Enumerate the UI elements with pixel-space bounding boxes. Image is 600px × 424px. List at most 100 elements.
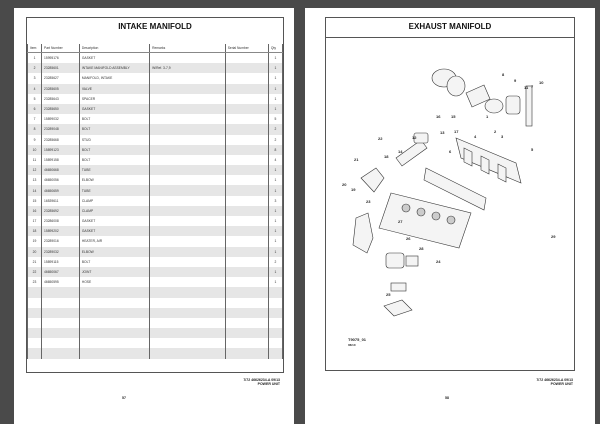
- left-page: INTAKE MANIFOLD Item Part Number Descrip…: [14, 8, 294, 424]
- cell-part: [41, 338, 80, 349]
- col-qty: Qty: [267, 44, 284, 53]
- cell-qty: 8: [267, 144, 284, 155]
- page-number: 57: [122, 396, 126, 400]
- cell-qty: 2: [267, 256, 284, 267]
- cell-part: 23285605: [41, 83, 80, 94]
- diagram-ref-date: 06/10: [348, 343, 356, 347]
- table-row: 1 15995176 GASKET 1: [26, 52, 284, 64]
- cell-item: 8: [26, 124, 43, 135]
- table-row: 11 15899158 BOLT 4: [26, 154, 284, 166]
- page-number: 58: [445, 396, 449, 400]
- col-remarks: Remarks: [149, 44, 226, 53]
- cell-qty: 1: [267, 246, 284, 257]
- table-row: 19 23289016 HEATER, AIR 1: [26, 236, 284, 247]
- table-row: 7 15899032 BOLT 5: [26, 114, 284, 125]
- table-row: 16 23285692 CLAMP 1: [26, 205, 284, 216]
- cell-item: 10: [26, 144, 43, 155]
- footer: 7/72 46626234-A 09/13 POWER UNIT: [536, 378, 573, 386]
- cell-item: 22: [26, 266, 43, 278]
- cell-part: 23285650: [41, 103, 80, 115]
- cell-item: [26, 348, 43, 359]
- cell-serial: [224, 185, 269, 196]
- cell-part: 23285692: [41, 205, 80, 216]
- cell-remarks: [149, 124, 226, 135]
- cell-remarks: W/Ref. 3-7,9: [149, 63, 226, 74]
- table-row: 20 23289032 ELBOW 1: [26, 246, 284, 257]
- cell-item: 14: [26, 185, 43, 196]
- cell-desc: [78, 317, 151, 329]
- table-row: [26, 348, 284, 359]
- cell-remarks: [149, 328, 226, 339]
- cell-remarks: [149, 338, 226, 349]
- cell-item: 11: [26, 154, 43, 166]
- cell-remarks: [149, 236, 226, 247]
- callout-label: 20: [342, 182, 347, 187]
- cell-qty: 1: [267, 216, 284, 227]
- cell-qty: 3: [267, 195, 284, 206]
- table-row: 17 23286008 GASKET 1: [26, 216, 284, 227]
- cell-qty: 1: [267, 185, 284, 196]
- callout-label: 29: [551, 234, 556, 239]
- callout-label: 7: [531, 84, 534, 89]
- cell-item: 18: [26, 226, 43, 237]
- cell-desc: [78, 338, 151, 349]
- cell-part: 23285627: [41, 73, 80, 84]
- cell-serial: [224, 83, 269, 94]
- cell-item: 21: [26, 256, 43, 267]
- table-row: 18 15899202 GASKET 1: [26, 226, 284, 237]
- cell-item: 1: [26, 52, 43, 64]
- callout-label: 26: [406, 236, 411, 241]
- footer-doc-ref: 7/72 46626234-A 09/13: [243, 378, 280, 382]
- cell-remarks: [149, 144, 226, 155]
- table-row: [26, 287, 284, 298]
- cell-serial: [224, 103, 269, 115]
- cell-serial: [224, 205, 269, 216]
- cell-qty: 1: [267, 103, 284, 115]
- cell-qty: [267, 338, 284, 349]
- cell-desc: STUD: [78, 134, 151, 145]
- cell-item: 13: [26, 175, 43, 186]
- cell-qty: [267, 328, 284, 339]
- cell-serial: [224, 154, 269, 166]
- cell-desc: CLAMP: [78, 195, 151, 206]
- cell-desc: GASKET: [78, 103, 151, 115]
- cell-part: 23285643: [41, 93, 80, 104]
- cell-qty: 1: [267, 226, 284, 237]
- callout-label: 24: [436, 259, 441, 264]
- table-row: 2 23285601 INTAKE MANIFOLD ASSEMBLY W/Ref. …: [26, 63, 284, 74]
- callout-label: 1: [486, 114, 489, 119]
- cell-part: 46650056: [41, 175, 80, 186]
- cell-part: 15995176: [41, 52, 80, 64]
- cell-part: 15899158: [41, 154, 80, 166]
- cell-qty: [267, 348, 284, 359]
- cell-serial: [224, 165, 269, 176]
- cell-qty: [267, 307, 284, 318]
- footer-doc-ref: 7/72 46626234-A 09/13: [536, 378, 573, 382]
- cell-qty: 1: [267, 52, 284, 64]
- cell-item: [26, 297, 43, 308]
- cell-desc: GASKET: [78, 226, 151, 237]
- callout-label: 3: [501, 134, 504, 139]
- cell-part: 15899115: [41, 256, 80, 267]
- cell-item: 2: [26, 63, 43, 74]
- cell-desc: [78, 287, 151, 298]
- cell-serial: [224, 134, 269, 145]
- cell-qty: 1: [267, 266, 284, 278]
- callout-label: 25: [386, 292, 391, 297]
- cell-part: [41, 348, 80, 359]
- cell-remarks: [149, 256, 226, 267]
- cell-remarks: [149, 83, 226, 94]
- page-title: INTAKE MANIFOLD: [118, 22, 192, 31]
- callout-label: 28: [419, 246, 424, 251]
- cell-serial: [224, 63, 269, 74]
- table-row: [26, 317, 284, 329]
- table-row: 9 23285668 STUD 2: [26, 134, 284, 145]
- cell-qty: 1: [267, 73, 284, 84]
- col-part-number: Part Number: [41, 44, 80, 53]
- cell-desc: BOLT: [78, 114, 151, 125]
- cell-part: 46650595: [41, 277, 80, 288]
- cell-item: 23: [26, 277, 43, 288]
- cell-serial: [224, 266, 269, 278]
- cell-desc: [78, 328, 151, 339]
- parts-table: Item Part Number Description Remarks Ser…: [26, 44, 284, 359]
